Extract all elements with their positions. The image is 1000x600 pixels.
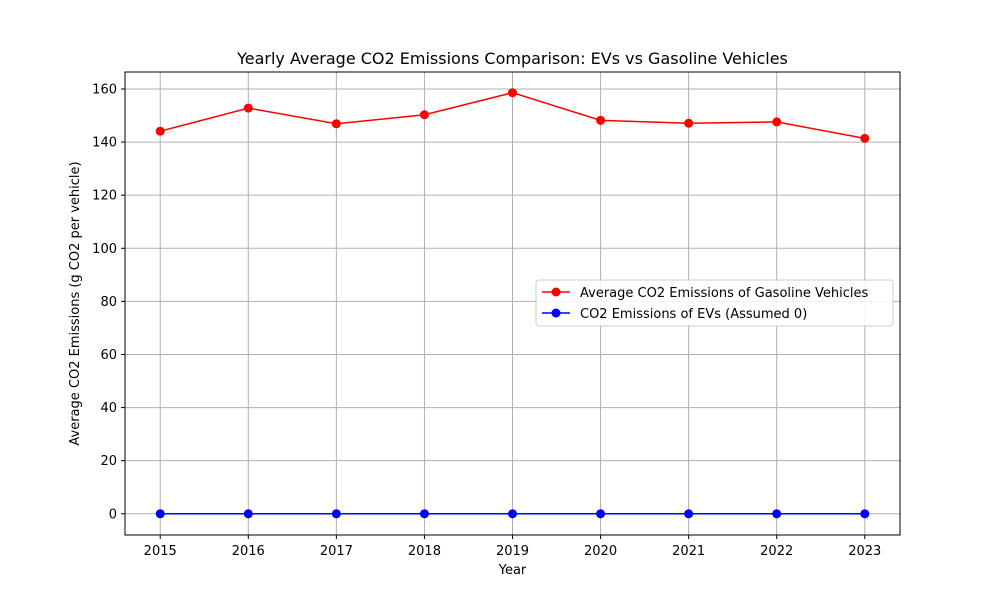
data-point-ev-2023 [860, 509, 870, 519]
legend-label-gasoline: Average CO2 Emissions of Gasoline Vehicl… [580, 286, 868, 301]
data-point-ev-2019 [508, 509, 517, 519]
x-tick-label-2017: 2017 [320, 544, 353, 559]
y-axis-label: Average CO2 Emissions (g CO2 per vehicle… [68, 161, 83, 445]
legend-box [535, 279, 894, 327]
data-point-gasoline-2018 [419, 110, 429, 120]
data-point-ev-2015 [155, 509, 165, 519]
data-point-ev-2021 [684, 509, 694, 519]
y-tick-label-140: 140 [92, 136, 117, 151]
series-ev [155, 509, 870, 519]
y-axis: 0 20 40 60 80 100 120 140 160 [92, 82, 125, 522]
data-point-gasoline-2015 [155, 126, 165, 136]
chart-title: Yearly Average CO2 Emissions Comparison:… [236, 49, 788, 68]
x-tick-label-2019: 2019 [496, 544, 529, 559]
x-axis-label: Year [498, 563, 527, 578]
x-tick-label-2016: 2016 [232, 544, 265, 559]
series-gasoline [155, 88, 870, 143]
y-tick-label-120: 120 [92, 189, 117, 204]
data-point-ev-2020 [596, 509, 606, 519]
legend-marker-gasoline [551, 287, 561, 297]
x-tick-label-2023: 2023 [848, 544, 881, 559]
data-point-ev-2018 [419, 509, 429, 519]
x-tick-label-2020: 2020 [584, 544, 617, 559]
data-point-gasoline-2017 [331, 119, 341, 129]
x-tick-label-2021: 2021 [672, 544, 705, 559]
series-layer [155, 88, 870, 519]
x-tick-label-2015: 2015 [144, 544, 177, 559]
y-tick-label-20: 20 [100, 454, 117, 469]
legend-label-ev: CO2 Emissions of EVs (Assumed 0) [580, 307, 807, 322]
legend: Average CO2 Emissions of Gasoline Vehicl… [535, 279, 894, 327]
data-point-ev-2016 [243, 509, 253, 519]
data-point-gasoline-2022 [772, 117, 782, 127]
y-tick-label-100: 100 [92, 242, 117, 257]
data-point-ev-2022 [772, 509, 782, 519]
data-point-gasoline-2021 [684, 118, 694, 128]
data-point-gasoline-2020 [596, 115, 606, 125]
data-point-ev-2017 [331, 509, 341, 519]
y-tick-label-80: 80 [100, 295, 117, 310]
y-tick-label-60: 60 [100, 348, 117, 363]
x-tick-label-2022: 2022 [760, 544, 793, 559]
x-tick-label-2018: 2018 [408, 544, 441, 559]
y-tick-label-160: 160 [92, 82, 117, 97]
data-point-gasoline-2019 [508, 88, 517, 98]
y-tick-label-0: 0 [109, 507, 117, 522]
data-point-gasoline-2023 [860, 133, 870, 143]
x-axis: 2015 2016 2017 2018 2019 2020 2021 2022 2023 [144, 535, 881, 559]
data-point-gasoline-2016 [243, 103, 253, 113]
legend-marker-ev [551, 308, 561, 318]
y-tick-label-40: 40 [100, 401, 117, 416]
